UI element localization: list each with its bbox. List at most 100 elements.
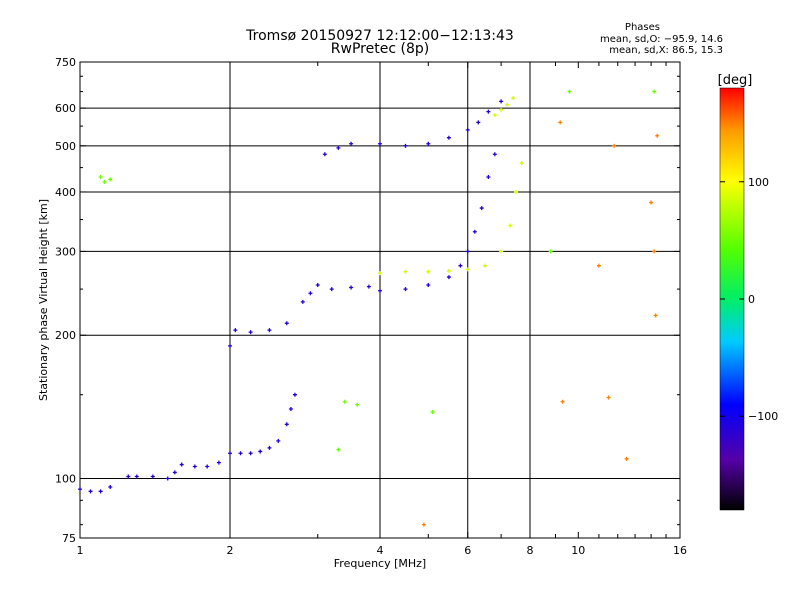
- data-point: [329, 287, 334, 292]
- data-point: [300, 299, 305, 304]
- data-point: [284, 321, 289, 326]
- data-point: [378, 271, 382, 276]
- data-point: [258, 449, 263, 454]
- y-tick-label: 500: [55, 140, 76, 153]
- chart-title-line1: Tromsø 20150927 12:12:00−12:13:43: [245, 28, 514, 44]
- data-point: [421, 522, 426, 527]
- data-point: [88, 489, 93, 494]
- data-point: [426, 141, 431, 146]
- data-point: [492, 113, 497, 118]
- data-point: [228, 343, 232, 348]
- y-tick-label: 75: [62, 532, 76, 545]
- data-point: [233, 328, 238, 333]
- data-point: [336, 447, 341, 452]
- colorbar-ticks: 100 0 −100: [720, 176, 778, 423]
- data-point: [560, 399, 565, 404]
- data-point: [476, 120, 481, 125]
- data-point: [315, 283, 320, 288]
- data-point: [505, 102, 510, 107]
- data-point: [165, 476, 170, 481]
- phases-stats-o: mean, sd,O: −95.9, 14.6: [600, 34, 723, 45]
- data-point: [78, 487, 82, 492]
- data-point: [465, 249, 470, 254]
- data-point: [465, 267, 470, 272]
- data-point: [284, 422, 289, 427]
- data-point: [308, 291, 313, 296]
- data-point: [479, 206, 484, 211]
- data-point: [238, 451, 243, 456]
- x-tick-label: 1: [77, 544, 84, 557]
- data-point: [248, 330, 253, 335]
- data-point: [426, 283, 431, 288]
- data-point: [292, 392, 297, 397]
- data-point: [446, 275, 451, 280]
- data-point: [228, 451, 232, 456]
- data-point: [486, 174, 491, 179]
- data-point: [336, 145, 341, 150]
- data-point: [446, 268, 451, 273]
- data-point: [150, 474, 155, 479]
- y-tick-label: 600: [55, 102, 76, 115]
- phases-label: Phases: [625, 22, 660, 33]
- data-point: [378, 141, 382, 146]
- data-point: [134, 474, 139, 479]
- data-point: [492, 152, 497, 157]
- data-point: [458, 263, 463, 268]
- data-point: [403, 287, 408, 292]
- data-point: [653, 313, 658, 318]
- data-point: [366, 284, 371, 289]
- x-tick-label: 8: [527, 544, 534, 557]
- data-point: [499, 249, 504, 254]
- data-point: [596, 263, 601, 268]
- data-point: [548, 249, 553, 254]
- data-point: [108, 484, 113, 489]
- data-point: [179, 462, 184, 467]
- x-tick-label: 4: [377, 544, 384, 557]
- data-point: [403, 143, 408, 148]
- data-point: [172, 470, 177, 475]
- data-point: [624, 456, 629, 461]
- data-point: [126, 474, 131, 479]
- data-point: [499, 107, 504, 112]
- data-point: [508, 223, 513, 228]
- data-point: [567, 89, 572, 94]
- data-point: [342, 399, 347, 404]
- chart-title-line2: RwPretec (8p): [331, 41, 429, 57]
- data-point: [192, 464, 197, 469]
- colorbar-tick-label: −100: [748, 410, 778, 423]
- data-point: [378, 288, 382, 293]
- axis-ticks: 1 2 4 6 8 10 16 75 100 200 300 400 500 600 750: [55, 56, 687, 557]
- y-tick-label: 400: [55, 186, 76, 199]
- data-point: [430, 409, 435, 414]
- data-point: [216, 460, 221, 465]
- phases-stats-x: mean, sd,X: 86.5, 15.3: [609, 45, 723, 56]
- data-point: [267, 328, 272, 333]
- data-point: [465, 127, 470, 132]
- data-point: [483, 263, 488, 268]
- data-point: [486, 109, 491, 114]
- y-tick-label: 300: [55, 245, 76, 258]
- data-point: [248, 451, 253, 456]
- data-point: [612, 143, 617, 148]
- data-point: [349, 285, 354, 290]
- data-point: [511, 96, 516, 101]
- data-point: [652, 89, 657, 94]
- x-tick-label: 2: [227, 544, 234, 557]
- y-axis-label: Stationary phase Virtual Height [km]: [37, 199, 50, 401]
- x-tick-label: 16: [673, 544, 687, 557]
- data-point: [649, 200, 654, 205]
- colorbar-unit-label: [deg]: [718, 73, 753, 88]
- data-point: [472, 229, 477, 234]
- data-point: [322, 152, 327, 157]
- x-tick-label: 6: [464, 544, 471, 557]
- data-point: [403, 269, 408, 274]
- colorbar-tick-label: 0: [748, 293, 755, 306]
- data-point: [108, 177, 113, 182]
- data-point: [355, 402, 360, 407]
- y-tick-label: 100: [55, 473, 76, 486]
- y-tick-label: 200: [55, 329, 76, 342]
- data-point: [519, 161, 524, 166]
- data-point: [426, 269, 431, 274]
- data-point: [606, 395, 611, 400]
